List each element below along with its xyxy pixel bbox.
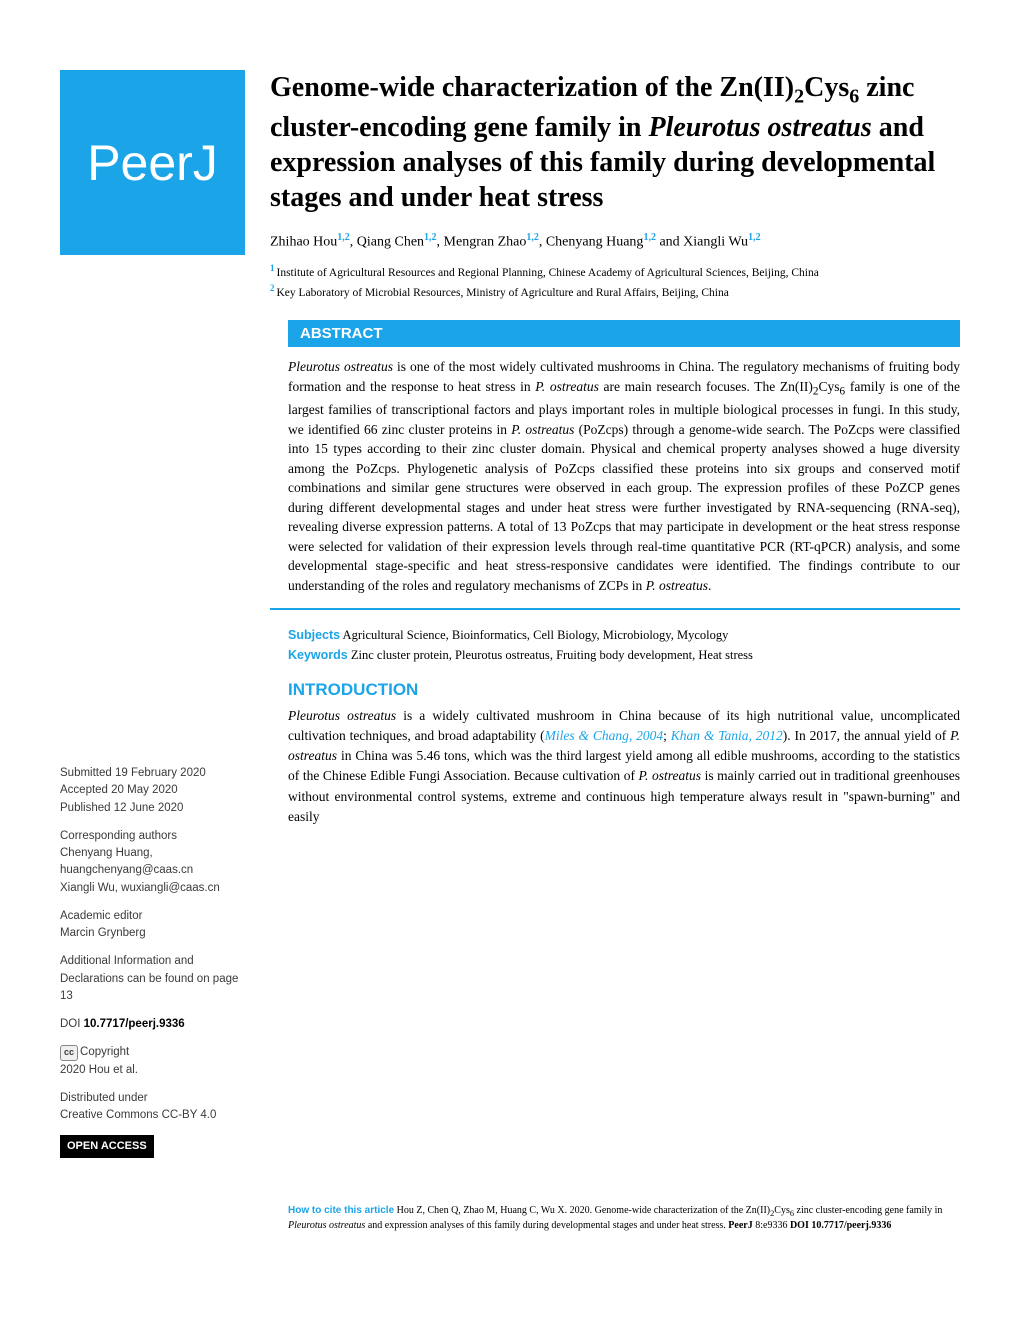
subjects-line: Subjects Agricultural Science, Bioinform… <box>288 625 960 645</box>
corresponding-author-2: Xiangli Wu, wuxiangli@caas.cn <box>60 882 220 894</box>
corresponding-block: Corresponding authors Chenyang Huang, hu… <box>60 828 245 897</box>
corresponding-author-1: Chenyang Huang, huangchenyang@caas.cn <box>60 847 193 876</box>
accepted-date: 20 May 2020 <box>111 784 178 796</box>
author: Xiangli Wu <box>683 234 748 249</box>
open-access-block: OPEN ACCESS <box>60 1135 245 1158</box>
affiliation-item: 1Institute of Agricultural Resources and… <box>270 262 960 282</box>
author: Mengran Zhao <box>444 234 527 249</box>
open-access-badge: OPEN ACCESS <box>60 1135 154 1158</box>
abstract-box: Pleurotus ostreatus is one of the most w… <box>270 347 960 609</box>
doi-label: DOI <box>60 1018 84 1030</box>
page-container: PeerJ Submitted 19 February 2020 Accepte… <box>60 70 960 1169</box>
affiliations-list: 1Institute of Agricultural Resources and… <box>270 262 960 302</box>
affiliation-item: 2Key Laboratory of Microbial Resources, … <box>270 282 960 302</box>
author-affil: 1,2 <box>337 232 350 243</box>
accepted-label: Accepted <box>60 784 111 796</box>
copyright-text: 2020 Hou et al. <box>60 1064 138 1076</box>
introduction-heading: INTRODUCTION <box>270 680 960 700</box>
subjects-keywords: Subjects Agricultural Science, Bioinform… <box>270 625 960 665</box>
additional-info-text: Additional Information and Declarations … <box>60 955 238 1002</box>
editor-block: Academic editor Marcin Grynberg <box>60 908 245 943</box>
main-content: Genome-wide characterization of the Zn(I… <box>270 70 960 1169</box>
author-affil: 1,2 <box>643 232 656 243</box>
additional-info-block: Additional Information and Declarations … <box>60 953 245 1005</box>
author-affil: 1,2 <box>748 232 761 243</box>
subjects-label: Subjects <box>288 628 340 642</box>
abstract-text: Pleurotus ostreatus is one of the most w… <box>288 357 960 595</box>
editor-label: Academic editor <box>60 910 142 922</box>
submitted-date: 19 February 2020 <box>115 767 206 779</box>
article-title: Genome-wide characterization of the Zn(I… <box>270 70 960 215</box>
license-text: Creative Commons CC-BY 4.0 <box>60 1109 216 1121</box>
dates-block: Submitted 19 February 2020 Accepted 20 M… <box>60 765 245 817</box>
cc-icon: cc <box>60 1045 78 1061</box>
copyright-block: ccCopyright 2020 Hou et al. <box>60 1044 245 1079</box>
journal-logo: PeerJ <box>60 70 245 255</box>
editor-name: Marcin Grynberg <box>60 927 146 939</box>
citation-link[interactable]: Miles & Chang, 2004 <box>545 728 663 743</box>
license-block: Distributed under Creative Commons CC-BY… <box>60 1090 245 1125</box>
corresponding-label: Corresponding authors <box>60 830 177 842</box>
subjects-text: Agricultural Science, Bioinformatics, Ce… <box>343 628 729 642</box>
author: Chenyang Huang <box>546 234 644 249</box>
keywords-line: Keywords Zinc cluster protein, Pleurotus… <box>288 645 960 665</box>
author: Qiang Chen <box>357 234 424 249</box>
citation-footer: How to cite this article Hou Z, Chen Q, … <box>60 1204 960 1234</box>
cite-label: How to cite this article <box>288 1205 394 1216</box>
article-metadata-sidebar: Submitted 19 February 2020 Accepted 20 M… <box>60 765 245 1158</box>
distributed-label: Distributed under <box>60 1092 148 1104</box>
citation-link[interactable]: Khan & Tania, 2012 <box>671 728 783 743</box>
logo-text: PeerJ <box>87 134 218 192</box>
abstract-heading: ABSTRACT <box>288 320 960 347</box>
left-column: PeerJ Submitted 19 February 2020 Accepte… <box>60 70 245 1169</box>
keywords-label: Keywords <box>288 648 348 662</box>
published-date: 12 June 2020 <box>114 802 184 814</box>
submitted-label: Submitted <box>60 767 115 779</box>
doi-link[interactable]: 10.7717/peerj.9336 <box>84 1018 185 1030</box>
author: Zhihao Hou <box>270 234 337 249</box>
authors-list: Zhihao Hou1,2, Qiang Chen1,2, Mengran Zh… <box>270 230 960 253</box>
author-affil: 1,2 <box>526 232 539 243</box>
introduction-text: Pleurotus ostreatus is a widely cultivat… <box>270 706 960 828</box>
published-label: Published <box>60 802 114 814</box>
doi-block: DOI 10.7717/peerj.9336 <box>60 1016 245 1033</box>
author-affil: 1,2 <box>424 232 437 243</box>
copyright-label: Copyright <box>80 1046 129 1058</box>
